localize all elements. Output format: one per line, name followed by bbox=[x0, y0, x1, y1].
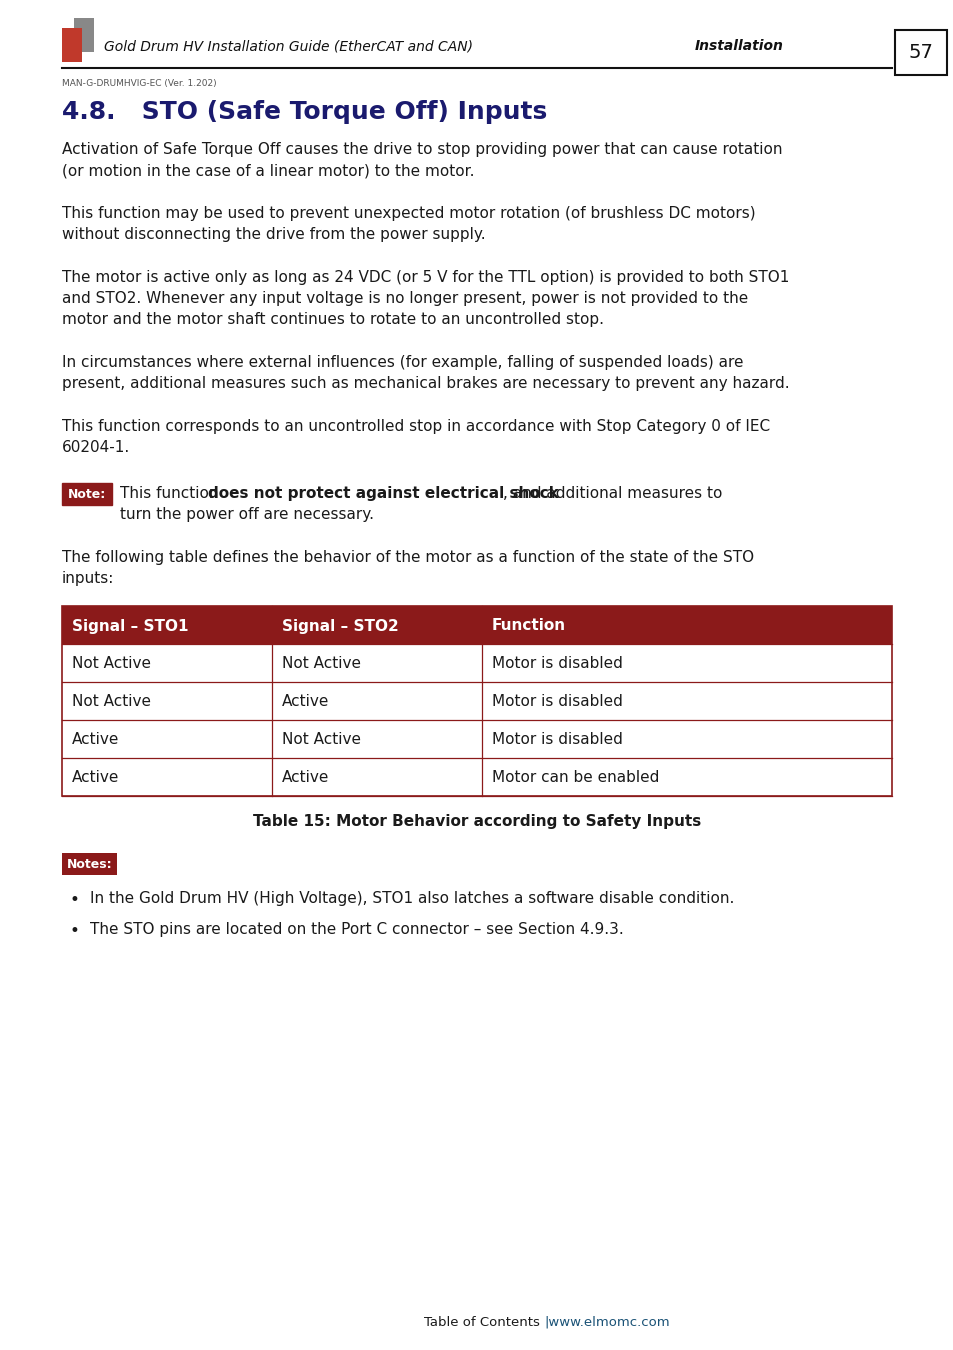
Text: , and additional measures to: , and additional measures to bbox=[502, 486, 721, 501]
Text: 57: 57 bbox=[907, 43, 932, 62]
Text: Installation: Installation bbox=[695, 39, 783, 53]
Text: •: • bbox=[70, 922, 80, 940]
Text: Not Active: Not Active bbox=[71, 694, 151, 710]
Text: Active: Active bbox=[282, 771, 329, 786]
Text: Function: Function bbox=[492, 618, 565, 633]
Text: Active: Active bbox=[71, 733, 119, 748]
Text: Active: Active bbox=[71, 771, 119, 786]
Text: The STO pins are located on the Port C connector – see Section 4.9.3.: The STO pins are located on the Port C c… bbox=[90, 922, 623, 937]
Text: Motor is disabled: Motor is disabled bbox=[492, 656, 622, 671]
Text: In the Gold Drum HV (High Voltage), STO1 also latches a software disable conditi: In the Gold Drum HV (High Voltage), STO1… bbox=[90, 891, 734, 906]
Text: without disconnecting the drive from the power supply.: without disconnecting the drive from the… bbox=[62, 227, 485, 242]
Text: The motor is active only as long as 24 VDC (or 5 V for the TTL option) is provid: The motor is active only as long as 24 V… bbox=[62, 270, 788, 285]
Text: Signal – STO2: Signal – STO2 bbox=[282, 618, 398, 633]
Bar bbox=[62, 606, 891, 644]
Text: does not protect against electrical shock: does not protect against electrical shoc… bbox=[208, 486, 558, 501]
Text: 4.8.   STO (Safe Torque Off) Inputs: 4.8. STO (Safe Torque Off) Inputs bbox=[62, 100, 547, 124]
Bar bbox=[62, 853, 117, 875]
Text: Gold Drum HV Installation Guide (EtherCAT and CAN): Gold Drum HV Installation Guide (EtherCA… bbox=[104, 39, 473, 53]
Text: Motor is disabled: Motor is disabled bbox=[492, 733, 622, 748]
Text: inputs:: inputs: bbox=[62, 571, 114, 586]
Polygon shape bbox=[74, 18, 94, 53]
Text: (or motion in the case of a linear motor) to the motor.: (or motion in the case of a linear motor… bbox=[62, 163, 474, 178]
Text: and STO2. Whenever any input voltage is no longer present, power is not provided: and STO2. Whenever any input voltage is … bbox=[62, 292, 747, 306]
Text: Not Active: Not Active bbox=[282, 656, 360, 671]
Text: Table 15: Motor Behavior according to Safety Inputs: Table 15: Motor Behavior according to Sa… bbox=[253, 814, 700, 829]
Text: present, additional measures such as mechanical brakes are necessary to prevent : present, additional measures such as mec… bbox=[62, 377, 789, 392]
Text: motor and the motor shaft continues to rotate to an uncontrolled stop.: motor and the motor shaft continues to r… bbox=[62, 312, 603, 327]
Text: MAN-G-DRUMHVIG-EC (Ver. 1.202): MAN-G-DRUMHVIG-EC (Ver. 1.202) bbox=[62, 80, 216, 88]
Text: Signal – STO1: Signal – STO1 bbox=[71, 618, 189, 633]
Text: This function corresponds to an uncontrolled stop in accordance with Stop Catego: This function corresponds to an uncontro… bbox=[62, 418, 769, 433]
Text: |www.elmomc.com: |www.elmomc.com bbox=[543, 1315, 669, 1328]
Text: Activation of Safe Torque Off causes the drive to stop providing power that can : Activation of Safe Torque Off causes the… bbox=[62, 142, 781, 157]
Text: Notes:: Notes: bbox=[67, 859, 112, 872]
Text: Active: Active bbox=[282, 694, 329, 710]
Bar bbox=[62, 606, 891, 796]
Text: Not Active: Not Active bbox=[71, 656, 151, 671]
Text: This function: This function bbox=[120, 486, 223, 501]
Text: The following table defines the behavior of the motor as a function of the state: The following table defines the behavior… bbox=[62, 549, 753, 566]
Text: turn the power off are necessary.: turn the power off are necessary. bbox=[120, 508, 374, 522]
Text: Not Active: Not Active bbox=[282, 733, 360, 748]
Text: 60204-1.: 60204-1. bbox=[62, 440, 131, 455]
Text: Motor is disabled: Motor is disabled bbox=[492, 694, 622, 710]
Text: •: • bbox=[70, 891, 80, 909]
Text: Table of Contents: Table of Contents bbox=[424, 1315, 539, 1328]
Text: In circumstances where external influences (for example, falling of suspended lo: In circumstances where external influenc… bbox=[62, 355, 742, 370]
Bar bbox=[62, 483, 112, 505]
Text: This function may be used to prevent unexpected motor rotation (of brushless DC : This function may be used to prevent une… bbox=[62, 207, 755, 221]
Text: Motor can be enabled: Motor can be enabled bbox=[492, 771, 659, 786]
Text: Note:: Note: bbox=[68, 489, 106, 501]
Bar bbox=[894, 30, 946, 76]
Polygon shape bbox=[62, 28, 82, 62]
